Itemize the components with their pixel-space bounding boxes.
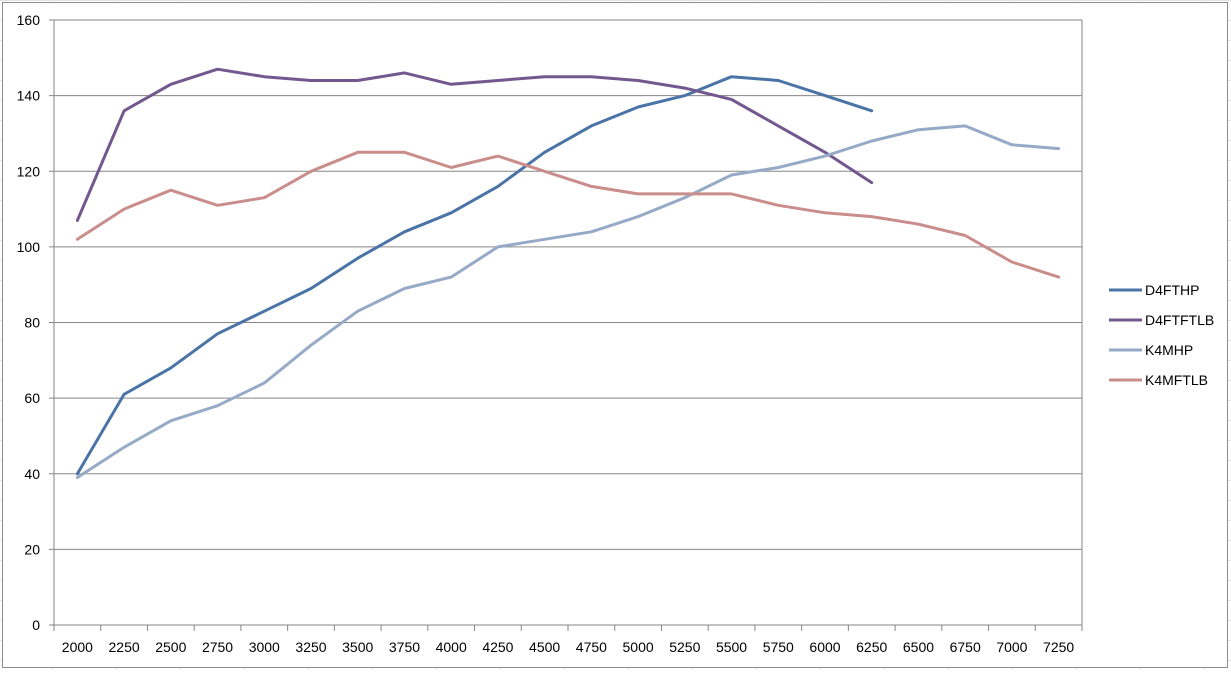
x-tick-label-7000: 7000 xyxy=(996,639,1027,655)
series-line-d4ftftlb xyxy=(75,67,874,222)
y-tick-label-100: 100 xyxy=(17,239,41,255)
series-lines xyxy=(75,67,1061,479)
legend-label-d4fthp: D4FTHP xyxy=(1145,282,1199,298)
x-tick-label-2750: 2750 xyxy=(202,639,233,655)
x-tick-label-4000: 4000 xyxy=(436,639,467,655)
x-tick-label-3500: 3500 xyxy=(342,639,373,655)
x-tick-label-3750: 3750 xyxy=(389,639,420,655)
series-line-d4fthp xyxy=(75,75,874,476)
x-tick-label-6750: 6750 xyxy=(950,639,981,655)
y-tick-label-40: 40 xyxy=(24,466,40,482)
x-tick-label-5500: 5500 xyxy=(716,639,747,655)
x-axis-ticks: 2000 2250 2500 2750 3000 3250 3500 3750 4000 4250… xyxy=(53,625,1083,655)
x-tick-label-7250: 7250 xyxy=(1043,639,1074,655)
x-tick-label-6500: 6500 xyxy=(903,639,934,655)
y-tick-label-60: 60 xyxy=(24,390,40,406)
y-tick-label-80: 80 xyxy=(24,315,40,331)
y-tick-label-20: 20 xyxy=(24,541,40,557)
x-tick-label-6250: 6250 xyxy=(856,639,887,655)
x-tick-label-3250: 3250 xyxy=(295,639,326,655)
y-axis-ticks: 0 20 40 60 80 100 120 140 160 xyxy=(17,12,54,633)
x-tick-label-2250: 2250 xyxy=(109,639,140,655)
x-tick-label-6000: 6000 xyxy=(809,639,840,655)
x-tick-label-5250: 5250 xyxy=(669,639,700,655)
legend-label-k4mhp: K4MHP xyxy=(1145,342,1193,358)
x-tick-label-2500: 2500 xyxy=(155,639,186,655)
x-tick-label-5000: 5000 xyxy=(623,639,654,655)
x-tick-label-4750: 4750 xyxy=(576,639,607,655)
y-tick-label-120: 120 xyxy=(17,163,41,179)
x-tick-label-3000: 3000 xyxy=(249,639,280,655)
gridlines xyxy=(53,19,1083,626)
x-tick-label-5750: 5750 xyxy=(763,639,794,655)
y-tick-label-0: 0 xyxy=(32,617,40,633)
y-tick-label-160: 160 xyxy=(17,12,41,28)
series-line-k4mftlb xyxy=(75,150,1061,279)
x-tick-label-4500: 4500 xyxy=(529,639,560,655)
legend-label-k4mftlb: K4MFTLB xyxy=(1145,372,1208,388)
series-line-k4mhp xyxy=(75,124,1061,479)
x-tick-label-2000: 2000 xyxy=(62,639,93,655)
legend-label-d4ftftlb: D4FTFTLB xyxy=(1145,312,1214,328)
y-tick-label-140: 140 xyxy=(17,88,41,104)
legend: D4FTHP D4FTFTLB K4MHP K4MFTLB xyxy=(1109,282,1214,388)
x-tick-label-4250: 4250 xyxy=(482,639,513,655)
